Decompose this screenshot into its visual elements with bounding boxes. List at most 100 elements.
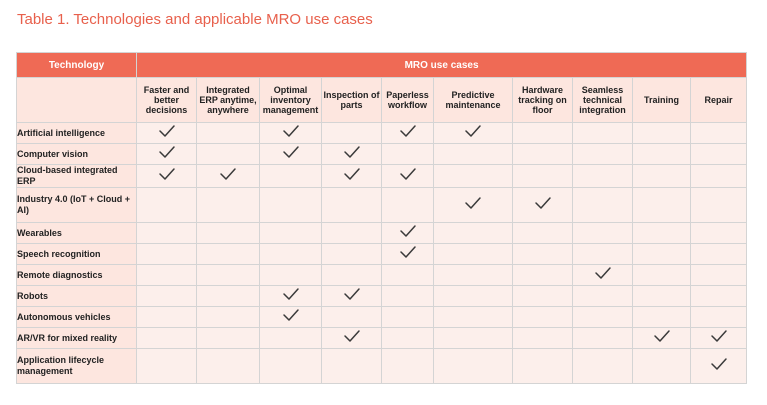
table-cell (632, 187, 691, 223)
column-header: Training (632, 77, 691, 123)
table-cell (136, 122, 197, 144)
table-cell (196, 187, 260, 223)
table-cell (381, 306, 434, 328)
table-cell (136, 327, 197, 349)
table-cell (259, 327, 322, 349)
table-cell (512, 243, 573, 265)
table-row: Industry 4.0 (IoT + Cloud + AI) (16, 187, 748, 223)
table-cell (196, 122, 260, 144)
check-mark-icon (282, 287, 300, 301)
technology-label: Speech recognition (16, 243, 137, 265)
table-cell (512, 222, 573, 244)
table-cell (381, 264, 434, 286)
table-cell (433, 264, 513, 286)
table-cell (196, 264, 260, 286)
technology-label: Robots (16, 285, 137, 307)
table-cell (433, 164, 513, 188)
table-cell (689, 243, 748, 265)
table-cell (136, 243, 197, 265)
check-mark-icon (219, 167, 237, 181)
check-mark-icon (534, 196, 552, 210)
table-cell (321, 243, 382, 265)
mro-use-case-table: Technology MRO use cases Faster and bett… (16, 52, 748, 384)
table-cell (381, 122, 434, 144)
table-cell (512, 264, 573, 286)
table-cell (259, 264, 322, 286)
table-cell (321, 222, 382, 244)
table-cell (632, 264, 691, 286)
table-cell (259, 348, 322, 384)
check-mark-icon (343, 167, 361, 181)
table-cell (433, 187, 513, 223)
table-cell (512, 348, 573, 384)
table-cell (572, 243, 633, 265)
table-cell (572, 164, 633, 188)
check-mark-icon (464, 124, 482, 138)
table-cell (259, 143, 322, 165)
table-row: Speech recognition (16, 243, 748, 265)
check-mark-icon (653, 329, 671, 343)
table-cell (321, 327, 382, 349)
table-cell (196, 164, 260, 188)
table-cell (136, 187, 197, 223)
table-cell (572, 264, 633, 286)
table-cell (689, 285, 748, 307)
table-cell (381, 243, 434, 265)
table-cell (433, 222, 513, 244)
table-cell (572, 187, 633, 223)
table-caption: Table 1. Technologies and applicable MRO… (17, 11, 373, 28)
table-cell (689, 122, 748, 144)
table-cell (572, 285, 633, 307)
table-row: AR/VR for mixed reality (16, 327, 748, 349)
table-cell (433, 285, 513, 307)
technology-label: Autonomous vehicles (16, 306, 137, 328)
table-cell (321, 264, 382, 286)
table-cell (321, 306, 382, 328)
table-cell (321, 348, 382, 384)
table-cell (259, 243, 322, 265)
table-row: Robots (16, 285, 748, 307)
table-cell (632, 327, 691, 349)
technology-header: Technology (16, 52, 137, 78)
check-mark-icon (343, 329, 361, 343)
table-cell (321, 164, 382, 188)
column-header: Faster and better decisions (136, 77, 197, 123)
table-cell (572, 348, 633, 384)
table-cell (381, 327, 434, 349)
table-cell (381, 348, 434, 384)
table-cell (433, 143, 513, 165)
table-cell (136, 164, 197, 188)
check-mark-icon (399, 124, 417, 138)
table-row: Wearables (16, 222, 748, 244)
table-cell (259, 285, 322, 307)
table-cell (689, 164, 748, 188)
check-mark-icon (158, 167, 176, 181)
table-cell (632, 306, 691, 328)
check-mark-icon (399, 224, 417, 238)
table-cell (196, 348, 260, 384)
column-header: Paperless workflow (381, 77, 434, 123)
table-cell (136, 222, 197, 244)
table-cell (512, 327, 573, 349)
table-cell (136, 264, 197, 286)
table-cell (136, 285, 197, 307)
table-cell (572, 222, 633, 244)
table-cell (572, 306, 633, 328)
table-cell (433, 348, 513, 384)
table-cell (259, 306, 322, 328)
technology-label: Cloud-based integrated ERP (16, 164, 137, 188)
table-cell (136, 306, 197, 328)
check-mark-icon (710, 329, 728, 343)
table-cell (196, 143, 260, 165)
table-cell (689, 327, 748, 349)
check-mark-icon (282, 308, 300, 322)
table-cell (512, 122, 573, 144)
table-cell (632, 122, 691, 144)
table-cell (632, 243, 691, 265)
check-mark-icon (594, 266, 612, 280)
check-mark-icon (710, 357, 728, 371)
table-cell (196, 285, 260, 307)
table-cell (433, 306, 513, 328)
table-cell (381, 143, 434, 165)
table-cell (381, 164, 434, 188)
